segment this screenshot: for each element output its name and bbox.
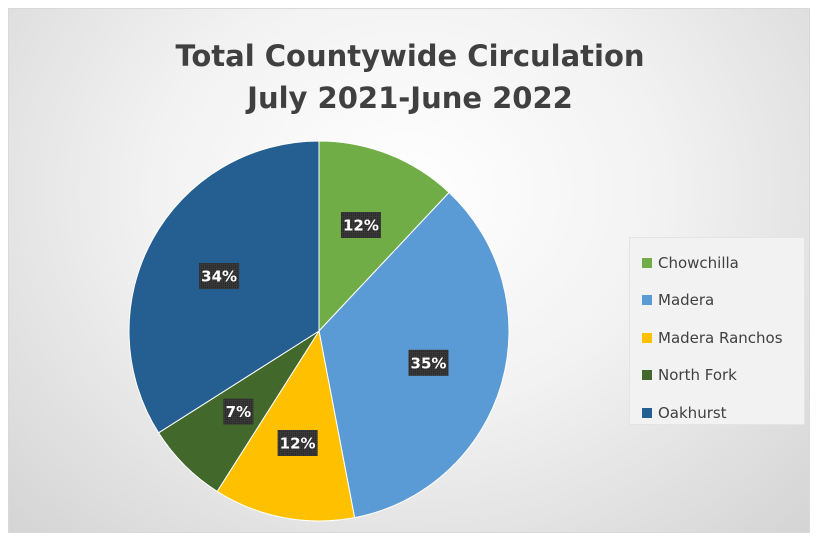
legend-item-madera: Madera bbox=[642, 282, 804, 320]
chart-title: Total Countywide Circulation bbox=[175, 39, 645, 73]
chart-title-block: Total Countywide Circulation July 2021-J… bbox=[9, 35, 811, 119]
legend-label: Madera bbox=[658, 291, 715, 310]
svg-text:12%: 12% bbox=[343, 217, 379, 235]
chart-subtitle: July 2021-June 2022 bbox=[247, 81, 573, 115]
legend-swatch bbox=[642, 407, 652, 418]
pie-chart: 12% 35% 12% 7% 34% bbox=[128, 140, 510, 522]
chart-area: Total Countywide Circulation July 2021-J… bbox=[8, 8, 810, 533]
pie-slice-chowchilla bbox=[318, 140, 450, 333]
legend-item-north-fork: North Fork bbox=[642, 357, 804, 395]
legend-swatch bbox=[642, 295, 652, 306]
legend-label: Chowchilla bbox=[658, 253, 739, 272]
legend-item-madera-ranchos: Madera Ranchos bbox=[642, 319, 804, 357]
svg-text:12%: 12% bbox=[280, 434, 316, 452]
data-label-north-fork: 7% bbox=[223, 398, 254, 425]
legend-item-chowchilla: Chowchilla bbox=[642, 244, 804, 282]
data-label-chowchilla: 12% bbox=[340, 212, 381, 239]
pie-slice-madera-ranchos bbox=[216, 329, 356, 522]
legend-label: Oakhurst bbox=[658, 403, 727, 422]
svg-text:35%: 35% bbox=[411, 354, 447, 372]
legend-swatch bbox=[642, 332, 652, 343]
legend-swatch bbox=[642, 370, 652, 381]
legend-label: North Fork bbox=[658, 366, 737, 385]
legend-label: Madera Ranchos bbox=[658, 328, 783, 347]
data-label-oakhurst: 34% bbox=[199, 263, 240, 290]
svg-text:34%: 34% bbox=[201, 268, 237, 286]
legend-item-oakhurst: Oakhurst bbox=[642, 394, 804, 432]
legend: Chowchilla Madera Madera Ranchos North Fork… bbox=[629, 237, 805, 425]
svg-text:7%: 7% bbox=[226, 403, 251, 421]
data-label-madera-ranchos: 12% bbox=[277, 429, 318, 456]
legend-swatch bbox=[642, 257, 652, 268]
data-label-madera: 35% bbox=[408, 349, 449, 376]
